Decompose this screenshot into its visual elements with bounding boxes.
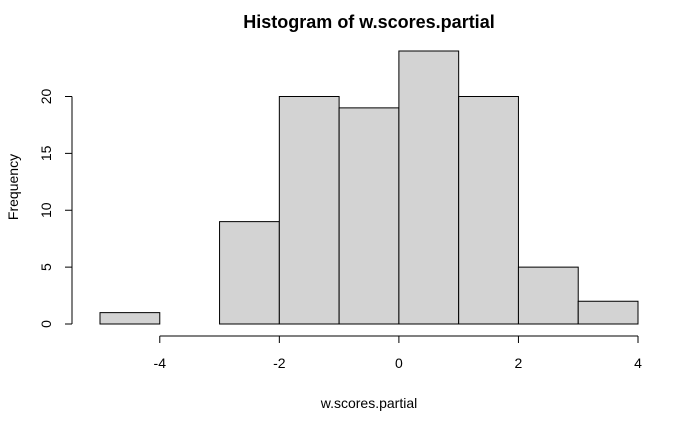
histogram-bar-3 bbox=[278, 96, 340, 325]
histogram-bar-0 bbox=[99, 312, 161, 325]
y-tick-label-0: 0 bbox=[38, 320, 54, 328]
x-axis-label: w.scores.partial bbox=[320, 395, 417, 411]
y-tick-label-1: 5 bbox=[38, 263, 54, 271]
y-tick-label-3: 15 bbox=[38, 145, 54, 161]
x-tick-label-4: 4 bbox=[634, 355, 642, 371]
histogram-bar-4 bbox=[338, 107, 400, 325]
histogram-bar-8 bbox=[577, 300, 639, 325]
y-axis: 0 5 10 15 20 bbox=[38, 89, 73, 328]
x-tick-label-1: -2 bbox=[273, 355, 286, 371]
bars-group bbox=[99, 50, 639, 325]
histogram-bar-7 bbox=[517, 266, 579, 325]
x-axis: -4 -2 0 2 4 bbox=[154, 335, 642, 371]
x-tick-label-2: 0 bbox=[395, 355, 403, 371]
chart-title: Histogram of w.scores.partial bbox=[243, 12, 494, 32]
y-tick-label-2: 10 bbox=[38, 202, 54, 218]
histogram-bar-6 bbox=[458, 96, 519, 325]
y-axis-label: Frequency bbox=[5, 154, 21, 220]
histogram-bar-5 bbox=[398, 50, 460, 325]
histogram-bar-2 bbox=[219, 221, 280, 325]
x-tick-label-0: -4 bbox=[154, 355, 167, 371]
x-tick-label-3: 2 bbox=[515, 355, 523, 371]
y-tick-label-4: 20 bbox=[38, 89, 54, 105]
